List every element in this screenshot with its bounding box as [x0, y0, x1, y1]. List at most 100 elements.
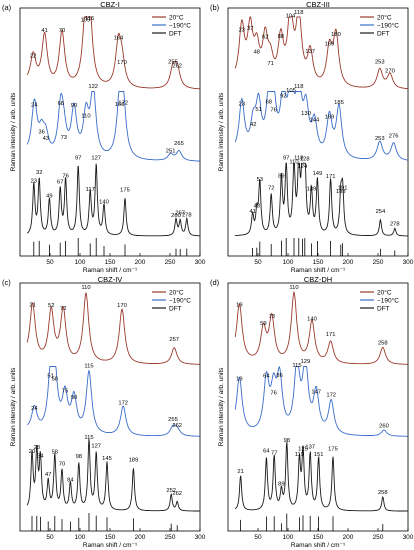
- peak-label: 42: [250, 122, 256, 128]
- peak-label: 98: [284, 438, 290, 444]
- peak-label: 34: [37, 453, 44, 459]
- peak-label: 267: [175, 210, 185, 216]
- legend-label: 20°C: [169, 13, 184, 21]
- panel-4: (d) CBZ-DH 50 100 150 200 250 300 Raman shift / …: [210, 275, 414, 549]
- peak-label: 278: [390, 222, 400, 228]
- panel-3: (c) CBZ-IV 50 100 150 200 250 300 Raman shift / …: [2, 275, 206, 549]
- legend-label: DFT: [169, 305, 182, 312]
- x-tick-label: 100: [283, 534, 294, 541]
- peak-label: 125: [298, 447, 308, 453]
- peak-label: 21: [237, 469, 243, 475]
- x-tick-label: 250: [165, 259, 176, 266]
- peak-label: 170: [117, 60, 127, 66]
- panel-1: (a) CBZ-I 50 100 150 200 250 300 Raman shift / c…: [2, 0, 206, 274]
- peak-label: 23: [239, 102, 245, 108]
- peak-label: 255: [168, 417, 178, 423]
- spectrum-line-3: [235, 162, 408, 237]
- peak-label: 262: [172, 491, 182, 497]
- peak-label: 62: [262, 35, 268, 41]
- peak-label: 89: [278, 481, 284, 487]
- peak-label: 110: [289, 285, 298, 291]
- peak-label: 118: [294, 10, 303, 16]
- peak-label: 166: [115, 102, 125, 108]
- peak-label: 92: [280, 93, 286, 99]
- peak-label: 76: [270, 391, 276, 397]
- peak-label: 262: [172, 423, 182, 429]
- spectrum-line-3: [26, 438, 200, 512]
- peak-label: 258: [378, 490, 388, 496]
- peak-label: 77: [271, 451, 277, 457]
- peak-label: 49: [46, 193, 52, 199]
- peak-label: 117: [86, 187, 95, 193]
- peak-label: 41: [249, 209, 255, 215]
- legend-label: DFT: [377, 305, 390, 312]
- x-tick-label: 250: [373, 534, 384, 541]
- peak-label: 19: [236, 302, 242, 308]
- peak-label: 24: [31, 102, 38, 108]
- peak-label: 257: [169, 337, 179, 343]
- peak-label: 137: [305, 445, 315, 451]
- peak-label: 122: [88, 84, 98, 90]
- panel-letter: (d): [210, 278, 220, 287]
- peak-label: 140: [307, 317, 317, 323]
- peak-label: 129: [301, 359, 311, 365]
- x-tick-label: 300: [403, 259, 414, 266]
- spectrum-line-2: [26, 366, 200, 437]
- peak-label: 88: [278, 34, 284, 40]
- peak-label: 76: [62, 174, 68, 180]
- peak-label: 147: [311, 389, 321, 395]
- peak-label: 164: [114, 35, 124, 41]
- peak-label: 84: [67, 478, 74, 484]
- peak-label: 73: [61, 135, 67, 141]
- peak-label: 258: [378, 341, 388, 347]
- peak-label: 172: [118, 400, 128, 406]
- peak-label: 58: [52, 450, 58, 456]
- peak-label: 48: [254, 204, 260, 210]
- peak-label: 110: [81, 285, 90, 291]
- peak-label: 22: [30, 54, 36, 60]
- x-tick-label: 150: [313, 534, 324, 541]
- peak-label: 97: [283, 156, 289, 162]
- peak-label: 169: [325, 114, 335, 120]
- peak-label: 110: [289, 160, 298, 166]
- spectrum-line-2: [26, 91, 200, 162]
- x-axis-label: Raman shift / cm⁻¹: [83, 267, 138, 274]
- peak-label: 115: [292, 363, 301, 369]
- peak-label: 251: [166, 148, 176, 154]
- peak-label: 262: [172, 64, 182, 70]
- x-tick-label: 150: [313, 259, 324, 266]
- panel-2: (b) CBZ-III 50 100 150 200 250 300 Raman shift /…: [210, 0, 414, 274]
- x-tick-label: 300: [195, 259, 206, 266]
- peak-label: 253: [375, 59, 385, 65]
- x-tick-label: 50: [46, 534, 54, 541]
- peak-label: 53: [257, 177, 263, 183]
- panel-letter: (b): [210, 3, 220, 12]
- y-axis-label: Raman intensity / arb. units: [10, 367, 17, 447]
- x-tick-label: 100: [283, 259, 294, 266]
- peak-label: 23: [31, 179, 37, 185]
- legend-label: 20°C: [377, 288, 392, 296]
- peak-label: 52: [48, 303, 54, 309]
- y-axis-label: Raman intensity / arb. units: [218, 367, 225, 447]
- x-tick-label: 200: [135, 534, 146, 541]
- legend-label: 20°C: [169, 288, 184, 296]
- peak-label: 58: [52, 376, 58, 382]
- panel-title: CBZ-IV: [98, 275, 123, 284]
- peak-label: 149: [313, 171, 323, 177]
- x-axis-label: Raman shift / cm⁻¹: [83, 542, 138, 549]
- legend-label: DFT: [169, 30, 182, 37]
- peak-label: 191: [338, 186, 348, 192]
- legend-label: −190°C: [377, 21, 399, 29]
- peak-label: 127: [91, 156, 101, 162]
- peak-label: 64: [263, 448, 270, 454]
- peak-label: 115: [84, 435, 93, 441]
- peak-label: 180: [331, 32, 341, 38]
- y-axis-label: Raman intensity / arb. units: [10, 92, 17, 172]
- peak-label: 36: [38, 130, 44, 136]
- peak-label: 172: [326, 393, 336, 399]
- peak-label: 140: [99, 199, 109, 205]
- peak-label: 254: [376, 209, 386, 215]
